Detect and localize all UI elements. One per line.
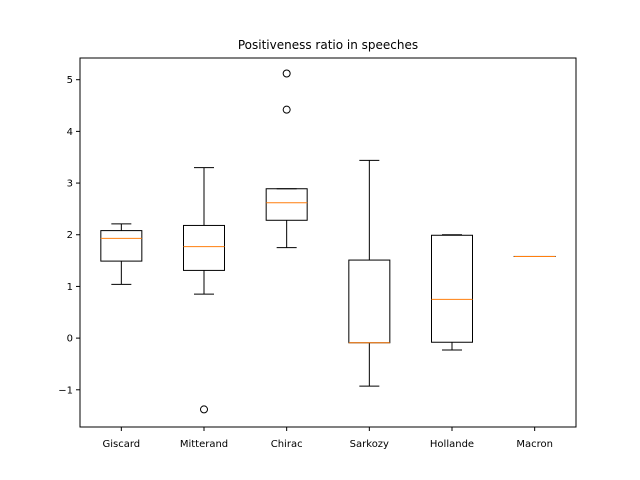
box-chirac	[265, 188, 308, 221]
x-tick-label: Chirac	[271, 439, 303, 450]
box-hollande	[431, 234, 473, 343]
x-tick-label: Giscard	[103, 439, 141, 450]
box-mitterand	[183, 224, 225, 271]
chart-title: Positiveness ratio in speeches	[238, 38, 418, 52]
x-tick-label: Macron	[516, 439, 553, 450]
x-tick-label: Sarkozy	[350, 439, 389, 450]
y-tick-label: −1	[58, 385, 73, 396]
outlier-point	[282, 105, 291, 114]
box-giscard	[100, 230, 143, 262]
y-tick-label: 4	[67, 127, 73, 138]
axes-frame	[79, 57, 577, 428]
box-sarkozy	[348, 259, 391, 344]
y-tick-label: 1	[67, 282, 73, 293]
outlier-point	[282, 69, 291, 78]
plot-area: −1 0 1 2 3 4 5 Giscard Mitterand Chirac Sarkozy Hol…	[58, 69, 556, 450]
y-tick-label: 3	[67, 179, 73, 190]
x-tick-label: Mitterand	[180, 439, 228, 450]
outlier-point	[200, 405, 208, 414]
x-tick-label: Hollande	[430, 439, 474, 450]
y-tick-label: 0	[67, 334, 73, 345]
y-tick-label: 5	[67, 75, 73, 86]
y-tick-label: 2	[67, 230, 73, 241]
